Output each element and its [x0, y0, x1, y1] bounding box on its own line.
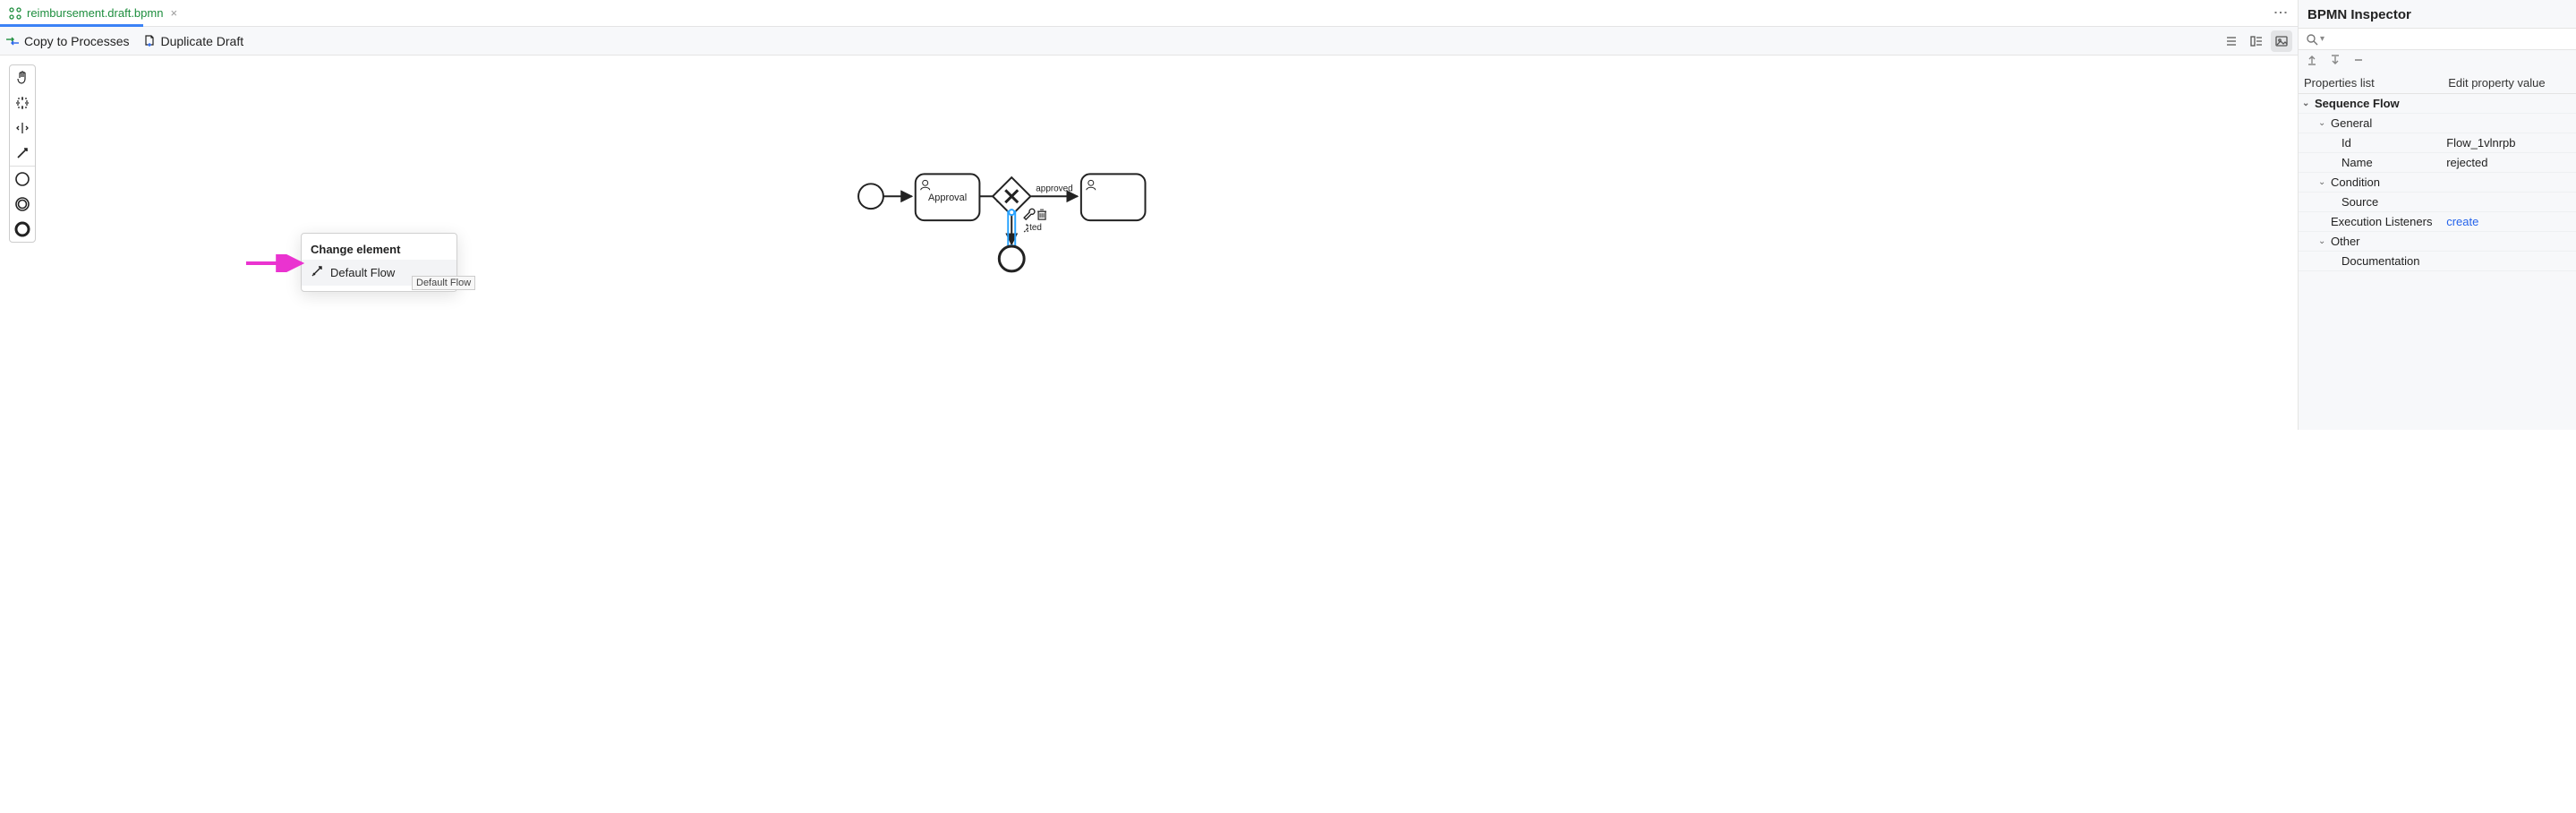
duplicate-label: Duplicate Draft: [161, 34, 244, 48]
tool-palette: [9, 64, 36, 243]
view-detail-icon[interactable]: [2246, 30, 2267, 52]
inspector-title: BPMN Inspector: [2299, 0, 2576, 28]
task-second[interactable]: [1081, 174, 1146, 220]
flow-rejected-label: ted: [1029, 223, 1042, 233]
col-value: Edit property value: [2443, 73, 2576, 93]
group-other-label: Other: [2331, 235, 2360, 248]
copy-to-processes-button[interactable]: Copy to Processes: [5, 34, 130, 48]
lasso-tool-icon[interactable]: [10, 90, 35, 116]
remove-icon[interactable]: [2352, 54, 2365, 69]
intermediate-event-tool-icon[interactable]: [10, 192, 35, 217]
prop-group-other[interactable]: ⌄Other: [2299, 232, 2576, 252]
diagram-canvas[interactable]: Approval approved: [0, 56, 2298, 430]
start-event-tool-icon[interactable]: [10, 167, 35, 192]
view-list-icon[interactable]: [2221, 30, 2242, 52]
duplicate-icon: [142, 34, 157, 48]
inspector-mini-toolbar: [2299, 50, 2576, 73]
export-icon[interactable]: [2306, 54, 2318, 69]
prop-root-label: Sequence Flow: [2315, 97, 2400, 110]
copy-label: Copy to Processes: [24, 34, 130, 48]
view-image-icon[interactable]: [2271, 30, 2292, 52]
space-tool-icon[interactable]: [10, 116, 35, 141]
default-flow-label: Default Flow: [330, 266, 395, 279]
tooltip: Default Flow: [412, 276, 475, 290]
group-general-label: General: [2331, 116, 2372, 130]
prop-name-value[interactable]: rejected: [2443, 154, 2576, 171]
property-tree: ⌄Sequence Flow ⌄General Id Flow_1vlnrpb …: [2299, 94, 2576, 271]
import-icon[interactable]: [2329, 54, 2341, 69]
prop-id-label: Id: [2341, 136, 2351, 150]
prop-exec-label: Execution Listeners: [2331, 215, 2432, 228]
file-tab[interactable]: reimbursement.draft.bpmn ×: [0, 0, 188, 26]
flow-approved[interactable]: approved: [1031, 184, 1078, 196]
default-flow-icon: [311, 265, 323, 280]
start-event[interactable]: [858, 184, 883, 209]
prop-documentation[interactable]: Documentation: [2299, 252, 2576, 271]
copy-arrow-icon: [5, 34, 20, 48]
end-event-tool-icon[interactable]: [10, 217, 35, 242]
prop-root[interactable]: ⌄Sequence Flow: [2299, 94, 2576, 114]
tab-bar: reimbursement.draft.bpmn × ⋮: [0, 0, 2298, 27]
inspector-search[interactable]: ▾: [2299, 28, 2576, 50]
prop-exec-listeners[interactable]: Execution Listeners create: [2299, 212, 2576, 232]
prop-id-value[interactable]: Flow_1vlnrpb: [2443, 134, 2576, 151]
annotation-icon[interactable]: [1024, 225, 1028, 232]
end-event[interactable]: [999, 246, 1024, 271]
connect-tool-icon[interactable]: [10, 141, 35, 166]
wrench-icon[interactable]: [1024, 209, 1035, 219]
prop-doc-label: Documentation: [2341, 254, 2419, 268]
prop-source[interactable]: Source: [2299, 193, 2576, 212]
trash-icon[interactable]: [1037, 210, 1046, 219]
task-approval[interactable]: Approval: [916, 174, 980, 220]
tab-overflow-icon[interactable]: ⋮: [2263, 5, 2298, 21]
prop-exec-value[interactable]: create: [2443, 213, 2576, 230]
tab-filename: reimbursement.draft.bpmn: [27, 6, 163, 20]
prop-group-condition[interactable]: ⌄Condition: [2299, 173, 2576, 193]
prop-group-general[interactable]: ⌄General: [2299, 114, 2576, 133]
prop-doc-value[interactable]: [2443, 260, 2576, 263]
prop-source-value[interactable]: [2443, 201, 2576, 204]
tab-close-icon[interactable]: ×: [168, 6, 179, 20]
editor-toolbar: Copy to Processes Duplicate Draft: [0, 27, 2298, 56]
inspector-pane: BPMN Inspector ▾ Properties list Edit pr…: [2299, 0, 2576, 430]
prop-name-label: Name: [2341, 156, 2373, 169]
editor-pane: reimbursement.draft.bpmn × ⋮ Copy to Pro…: [0, 0, 2299, 430]
col-properties: Properties list: [2299, 73, 2443, 93]
inspector-search-input[interactable]: [2324, 32, 2569, 46]
bpmn-file-icon: [9, 7, 21, 20]
popup-header: Change element: [302, 237, 456, 260]
duplicate-draft-button[interactable]: Duplicate Draft: [142, 34, 244, 48]
inspector-columns: Properties list Edit property value: [2299, 73, 2576, 94]
prop-source-label: Source: [2341, 195, 2378, 209]
prop-id[interactable]: Id Flow_1vlnrpb: [2299, 133, 2576, 153]
prop-name[interactable]: Name rejected: [2299, 153, 2576, 173]
tab-active-indicator: [0, 24, 143, 27]
group-condition-label: Condition: [2331, 175, 2380, 189]
flow-rejected[interactable]: ted: [1008, 210, 1042, 251]
hand-tool-icon[interactable]: [10, 65, 35, 90]
search-icon: [2306, 33, 2318, 46]
flow-approved-label: approved: [1036, 184, 1072, 193]
task-approval-label: Approval: [928, 193, 967, 203]
